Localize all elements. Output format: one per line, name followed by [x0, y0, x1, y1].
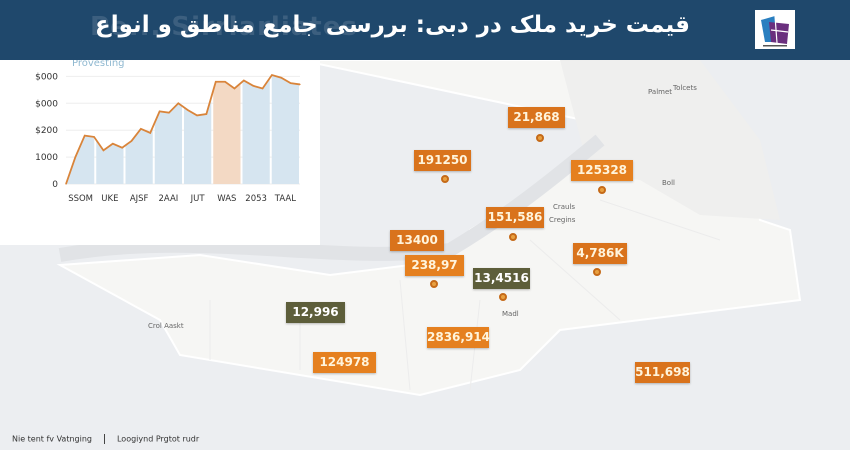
- data-point: [121, 147, 123, 149]
- coastline: [58, 134, 605, 262]
- data-point: [233, 87, 236, 90]
- data-point: [140, 128, 142, 130]
- map-label: Tolcets: [673, 84, 697, 92]
- y-tick-label: 0: [52, 180, 58, 190]
- data-point: [187, 109, 189, 111]
- map-label: Crol Aaskt: [148, 322, 184, 330]
- data-point: [252, 85, 254, 87]
- price-marker[interactable]: 238,97: [405, 255, 464, 276]
- x-tick-label: SSOM: [68, 194, 93, 204]
- location-pin-icon[interactable]: [536, 134, 544, 142]
- location-pin-icon[interactable]: [441, 175, 449, 183]
- data-point: [243, 79, 245, 82]
- data-point: [149, 132, 151, 134]
- map-label: Palmet: [648, 88, 673, 96]
- map-label: Cregins: [549, 216, 576, 224]
- footer: Nie tent fv Vatnging Loogiynd Prgtot rudr: [12, 434, 199, 444]
- footer-right: Loogiynd Prgtot rudr: [116, 434, 200, 444]
- price-marker[interactable]: 21,868: [508, 107, 565, 128]
- x-tick-label: AJSF: [130, 194, 149, 204]
- x-tick-label: TAAL: [274, 194, 296, 204]
- location-pin-icon[interactable]: [430, 280, 438, 288]
- data-point: [84, 134, 86, 137]
- map-label: Boll: [662, 179, 675, 187]
- y-tick-label: $000: [35, 99, 58, 109]
- data-point: [280, 77, 282, 79]
- dubai-map[interactable]: [0, 60, 850, 450]
- price-marker[interactable]: 2836,914: [427, 327, 490, 348]
- location-pin-icon[interactable]: [598, 186, 606, 194]
- area-band: [242, 75, 270, 184]
- price-area-chart: 0 1000 $200 $000 $000 SSOM UKE AJSF 2AAI JUT WAS 20…: [35, 72, 301, 204]
- location-pin-icon[interactable]: [593, 268, 601, 276]
- data-point: [224, 81, 226, 83]
- location-pin-icon[interactable]: [499, 293, 507, 301]
- data-point: [74, 156, 76, 158]
- data-point: [290, 82, 292, 84]
- price-marker[interactable]: 13400: [390, 230, 444, 251]
- x-tick-label: JUT: [190, 194, 206, 204]
- header-banner: Pe... Sirrlarliates قیمت خرید ملک در دبی…: [0, 0, 850, 60]
- data-point: [261, 87, 264, 90]
- data-point: [130, 140, 133, 142]
- y-tick-label: 1000: [35, 153, 58, 163]
- price-marker[interactable]: 191250: [414, 150, 471, 171]
- area-band: [96, 75, 124, 184]
- data-point: [177, 102, 179, 104]
- y-tick-label: $200: [35, 126, 58, 136]
- map-label: Madl: [502, 310, 519, 318]
- data-point: [271, 74, 273, 76]
- price-marker[interactable]: 124978: [313, 352, 376, 373]
- land-upper: [560, 60, 780, 220]
- price-marker[interactable]: 13,4516: [473, 268, 530, 289]
- location-pin-icon[interactable]: [509, 233, 517, 241]
- area-band: [213, 75, 241, 184]
- area-band: [271, 75, 299, 184]
- data-point: [205, 113, 207, 115]
- chart-subtitle: Provesting: [72, 58, 125, 69]
- data-point: [102, 149, 105, 151]
- price-chart-panel: Provesting 0 1000 $200 $000 $000 SSOM UKE AJSF 2…: [0, 58, 320, 245]
- divider: [103, 434, 105, 444]
- area-band: [125, 75, 153, 184]
- data-point: [112, 143, 114, 145]
- data-point: [168, 112, 170, 114]
- y-tick-label: $000: [35, 72, 58, 82]
- ghost-title: Pe... Sirrlarliates: [90, 12, 358, 42]
- series-line: [65, 73, 301, 185]
- area-band: [184, 75, 212, 184]
- data-point: [65, 183, 67, 185]
- price-marker[interactable]: 151,586: [486, 207, 544, 228]
- x-tick-label: UKE: [101, 194, 118, 204]
- footer-left: Nie tent fv Vatnging: [12, 434, 92, 444]
- price-marker[interactable]: 12,996: [286, 302, 345, 323]
- x-tick-label: WAS: [217, 194, 236, 204]
- data-point: [93, 136, 95, 138]
- data-point: [159, 110, 161, 112]
- data-point: [299, 83, 301, 86]
- price-marker[interactable]: 511,698: [635, 362, 690, 383]
- area-band: [67, 75, 95, 184]
- page-title: قیمت خرید ملک در دبی: بررسی جامع مناطق و…: [95, 12, 690, 38]
- map-label: Crauls: [553, 203, 576, 211]
- price-marker[interactable]: 4,786K: [573, 243, 627, 264]
- palm-properties-logo: [755, 10, 795, 49]
- data-point: [196, 114, 198, 116]
- price-marker[interactable]: 125328: [571, 160, 633, 181]
- area-band: [154, 75, 182, 184]
- x-tick-label: 2053: [245, 194, 267, 204]
- x-tick-label: 2AAI: [158, 194, 178, 204]
- data-point: [215, 81, 217, 83]
